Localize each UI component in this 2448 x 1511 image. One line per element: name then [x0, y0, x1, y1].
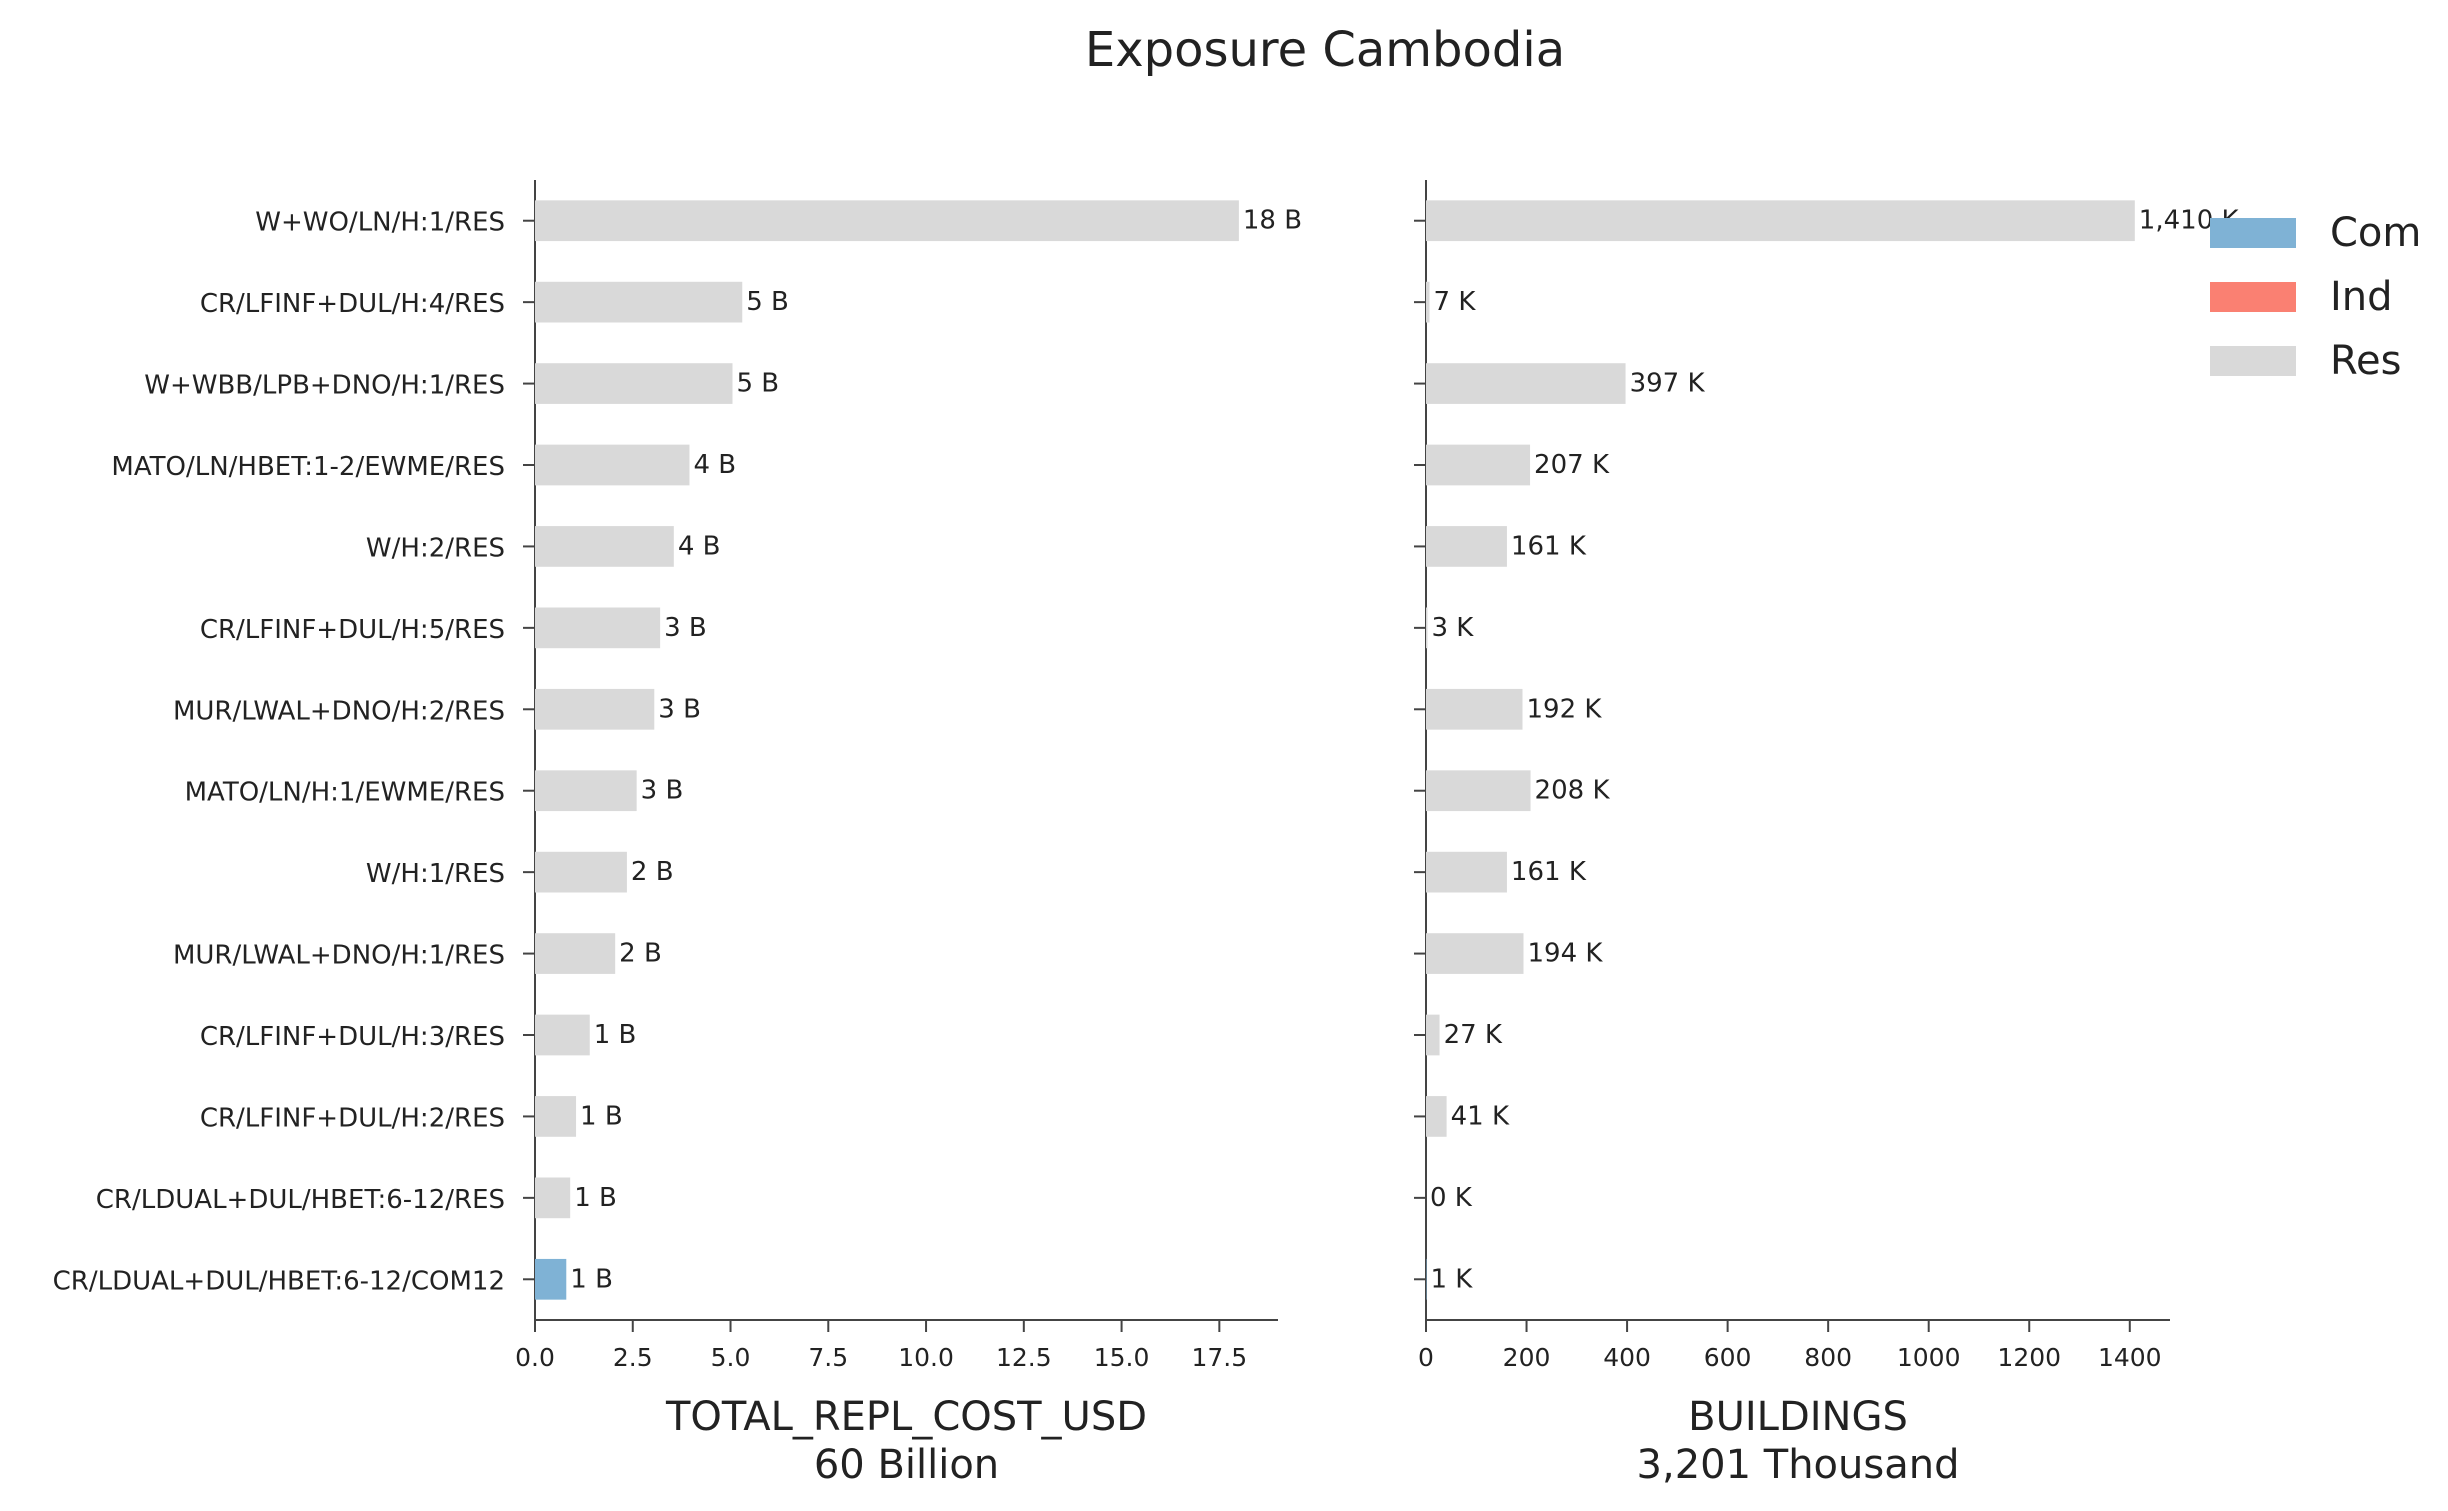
legend: Com Ind Res	[2210, 210, 2421, 384]
cost-bar	[535, 851, 627, 893]
buildings-x-tick-label: 400	[1603, 1343, 1651, 1372]
legend-label-res: Res	[2330, 338, 2401, 384]
buildings-value-label: 3 K	[1432, 613, 1475, 643]
cost-value-label: 4 B	[678, 531, 721, 561]
buildings-bar	[1426, 770, 1531, 812]
buildings-bar	[1426, 933, 1524, 974]
buildings-bar	[1426, 688, 1523, 730]
buildings-bar	[1426, 444, 1531, 486]
cost-value-label: 1 B	[574, 1183, 617, 1213]
buildings-value-label: 7 K	[1434, 287, 1477, 317]
cost-bar	[535, 770, 637, 812]
buildings-value-label: 161 K	[1511, 531, 1587, 561]
category-label: CR/LFINF+DUL/H:5/RES	[200, 615, 505, 645]
buildings-x-tick-label: 800	[1804, 1343, 1852, 1372]
legend-swatch-com	[2210, 218, 2296, 248]
cost-bar	[535, 1177, 571, 1219]
category-label: MUR/LWAL+DNO/H:1/RES	[173, 941, 505, 971]
legend-swatch-res	[2210, 346, 2296, 376]
cost-bar	[535, 933, 616, 974]
category-label: W/H:1/RES	[366, 859, 505, 889]
cost-value-label: 3 B	[664, 613, 707, 643]
cost-value-label: 1 B	[594, 1020, 637, 1050]
buildings-x-axis-title: BUILDINGS	[1688, 1394, 1908, 1440]
buildings-x-tick-label: 1400	[2098, 1343, 2162, 1372]
category-label: W/H:2/RES	[366, 533, 505, 563]
category-label: CR/LDUAL+DUL/HBET:6-12/RES	[96, 1185, 505, 1215]
buildings-value-label: 41 K	[1451, 1101, 1510, 1131]
cost-x-tick-label: 7.5	[808, 1343, 848, 1372]
cost-value-label: 1 B	[580, 1101, 623, 1131]
buildings-bar	[1426, 607, 1428, 649]
category-label: MATO/LN/H:1/EWME/RES	[185, 778, 505, 808]
chart-title: Exposure Cambodia	[1085, 22, 1565, 78]
buildings-value-label: 192 K	[1527, 694, 1603, 724]
buildings-value-label: 207 K	[1534, 450, 1610, 480]
cost-value-label: 5 B	[746, 287, 789, 317]
category-label: CR/LFINF+DUL/H:2/RES	[200, 1103, 505, 1133]
buildings-bar	[1426, 1096, 1447, 1137]
buildings-value-label: 397 K	[1630, 369, 1706, 399]
buildings-value-label: 27 K	[1444, 1020, 1503, 1050]
cost-x-axis-title: TOTAL_REPL_COST_USD	[665, 1394, 1147, 1440]
buildings-bar	[1426, 851, 1507, 893]
buildings-x-tick-label: 600	[1704, 1343, 1752, 1372]
cost-x-tick-label: 12.5	[996, 1343, 1052, 1372]
cost-x-tick-label: 2.5	[613, 1343, 653, 1372]
cost-bar	[535, 1096, 577, 1137]
cost-bar	[535, 281, 743, 323]
buildings-value-label: 0 K	[1430, 1183, 1473, 1213]
cost-value-label: 5 B	[736, 369, 779, 399]
cost-bar	[535, 1014, 590, 1056]
buildings-bar	[1426, 1014, 1440, 1056]
buildings-x-axis-subtitle: 3,201 Thousand	[1637, 1442, 1960, 1488]
category-label: CR/LDUAL+DUL/HBET:6-12/COM12	[53, 1266, 505, 1296]
cost-value-label: 4 B	[693, 450, 736, 480]
legend-swatch-ind	[2210, 282, 2296, 312]
category-label: W+WO/LN/H:1/RES	[255, 208, 505, 238]
buildings-x-tick-label: 200	[1503, 1343, 1551, 1372]
legend-label-ind: Ind	[2330, 274, 2393, 320]
category-label: W+WBB/LPB+DNO/H:1/RES	[144, 371, 505, 401]
cost-x-tick-label: 5.0	[711, 1343, 751, 1372]
category-label: MUR/LWAL+DNO/H:2/RES	[173, 696, 505, 726]
cost-bar	[535, 363, 733, 404]
buildings-value-label: 194 K	[1528, 939, 1604, 969]
buildings-bar	[1426, 200, 2135, 242]
cost-bar	[535, 526, 674, 567]
buildings-bar	[1426, 1258, 1427, 1300]
buildings-value-label: 161 K	[1511, 857, 1587, 887]
cost-bar	[535, 444, 690, 486]
legend-label-com: Com	[2330, 210, 2421, 256]
buildings-value-label: 1 K	[1431, 1264, 1474, 1294]
cost-bar	[535, 607, 661, 649]
category-label: CR/LFINF+DUL/H:4/RES	[200, 289, 505, 319]
buildings-x-tick-label: 1200	[1997, 1343, 2061, 1372]
cost-x-tick-label: 0.0	[515, 1343, 555, 1372]
cost-value-label: 2 B	[631, 857, 674, 887]
category-label: MATO/LN/HBET:1-2/EWME/RES	[111, 452, 505, 482]
cost-value-label: 18 B	[1243, 206, 1302, 236]
category-label: CR/LFINF+DUL/H:3/RES	[200, 1022, 505, 1052]
cost-x-tick-label: 15.0	[1094, 1343, 1150, 1372]
cost-x-tick-label: 10.0	[898, 1343, 954, 1372]
cost-bar	[535, 200, 1239, 242]
buildings-bar	[1426, 526, 1507, 567]
buildings-x-tick-label: 1000	[1897, 1343, 1961, 1372]
cost-value-label: 3 B	[658, 694, 701, 724]
cost-value-label: 1 B	[570, 1264, 613, 1294]
cost-x-axis-subtitle: 60 Billion	[814, 1442, 999, 1488]
buildings-x-tick-label: 0	[1418, 1343, 1434, 1372]
cost-bar	[535, 1258, 567, 1300]
buildings-value-label: 208 K	[1535, 776, 1611, 806]
buildings-bar	[1426, 363, 1626, 404]
cost-value-label: 2 B	[619, 939, 662, 969]
cost-x-tick-label: 17.5	[1192, 1343, 1248, 1372]
panel-replacement-cost: W+WO/LN/H:1/RES 18 B CR/LFINF+DUL/H:4/RES 5…	[53, 180, 1302, 1488]
buildings-bar	[1426, 281, 1430, 323]
cost-bar	[535, 688, 655, 730]
cost-value-label: 3 B	[641, 776, 684, 806]
